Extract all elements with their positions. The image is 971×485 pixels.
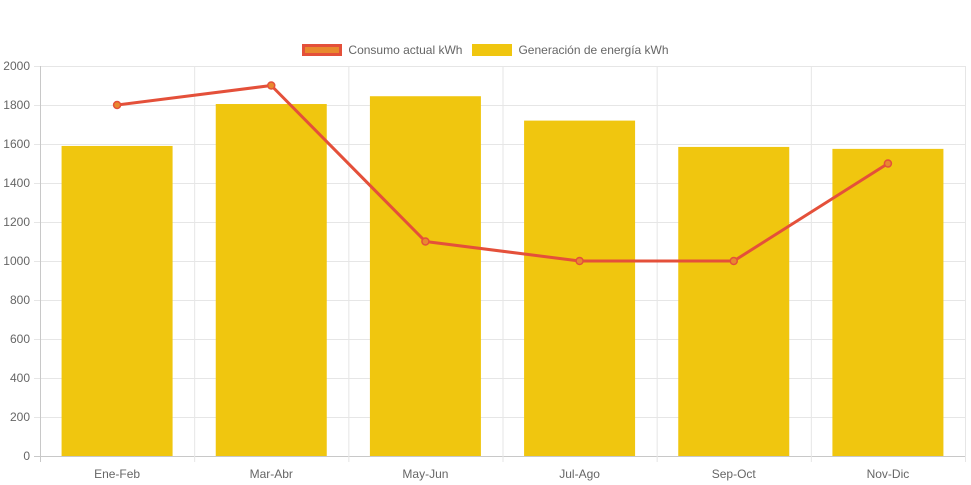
- y-tick-label: 200: [10, 410, 30, 424]
- y-tick-label: 1400: [3, 176, 30, 190]
- legend: Consumo actual kWh Generación de energía…: [0, 41, 971, 59]
- legend-label-consumo: Consumo actual kWh: [348, 43, 463, 57]
- legend-swatch-consumo: [302, 44, 343, 56]
- line-point: [883, 159, 893, 168]
- bar: [524, 120, 636, 456]
- y-tick-label: 1000: [3, 254, 30, 268]
- line-point: [421, 237, 430, 246]
- x-tick-label: Ene-Feb: [94, 467, 140, 481]
- y-tick-label: 0: [23, 449, 30, 463]
- line-series: [116, 84, 889, 263]
- bar: [61, 145, 173, 456]
- x-tick-label: Jul-Ago: [559, 467, 600, 481]
- line-point: [267, 81, 276, 90]
- y-tick-label: 1800: [3, 98, 30, 112]
- line-point: [575, 256, 584, 266]
- y-tick-label: 1600: [3, 137, 30, 151]
- bar: [215, 104, 327, 457]
- x-tick-label: Nov-Dic: [867, 467, 910, 481]
- y-tick-label: 2000: [3, 59, 30, 73]
- y-tick-label: 600: [10, 332, 30, 346]
- y-tick-label: 400: [10, 371, 30, 385]
- bar: [832, 148, 944, 456]
- legend-item-consumo[interactable]: Consumo actual kWh: [302, 43, 462, 57]
- line-point: [112, 100, 122, 110]
- bar: [678, 146, 790, 457]
- x-tick-label: May-Jun: [402, 467, 448, 481]
- y-tick-label: 800: [10, 293, 30, 307]
- legend-swatch-generacion: [472, 44, 513, 56]
- x-tick-label: Sep-Oct: [712, 467, 757, 481]
- line-point: [729, 256, 738, 266]
- bar: [369, 96, 481, 456]
- legend-item-generacion[interactable]: Generación de energía kWh: [472, 43, 669, 57]
- y-tick-label: 1200: [3, 215, 30, 229]
- x-tick-label: Mar-Abr: [250, 467, 293, 481]
- legend-label-generacion: Generación de energía kWh: [518, 43, 669, 57]
